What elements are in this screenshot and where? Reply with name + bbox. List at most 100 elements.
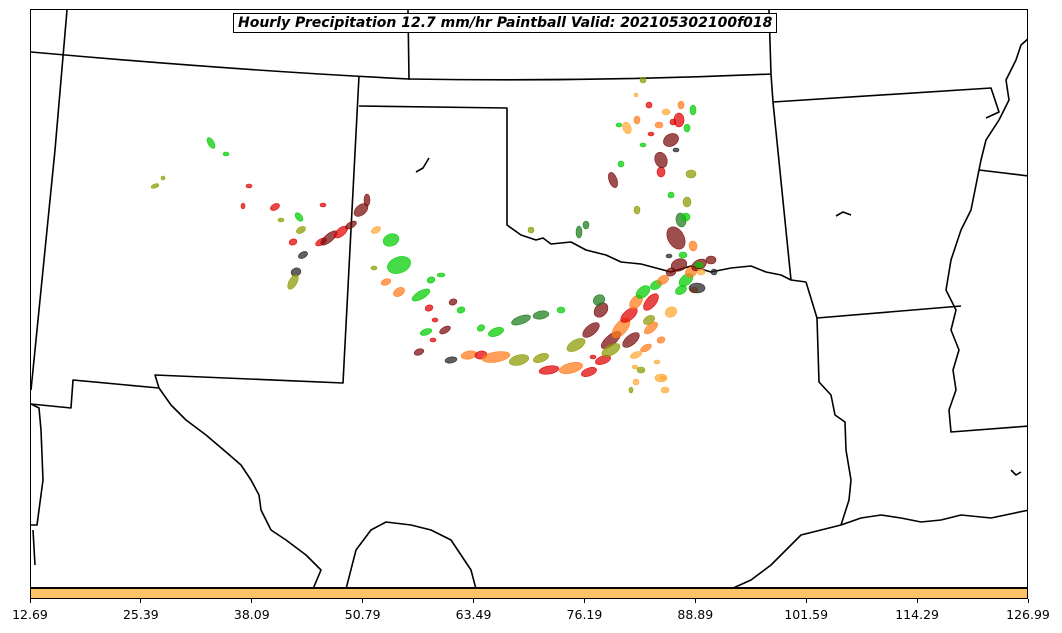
precip-blob bbox=[206, 137, 216, 149]
precip-blob bbox=[639, 76, 647, 84]
colorbar-tick bbox=[251, 599, 253, 603]
map-panel bbox=[30, 9, 1028, 588]
precip-blob bbox=[413, 348, 425, 356]
precip-blob bbox=[672, 147, 680, 153]
precip-blob bbox=[660, 386, 670, 394]
precip-blob bbox=[685, 169, 697, 179]
map-title: Hourly Precipitation 12.7 mm/hr Paintbal… bbox=[233, 13, 778, 33]
precip-blob bbox=[633, 115, 641, 125]
precip-blob bbox=[633, 92, 639, 98]
precip-blob bbox=[382, 233, 400, 247]
colorbar-tick-label: 126.99 bbox=[1006, 607, 1050, 622]
border-ok-ar bbox=[770, 73, 792, 281]
precip-blob bbox=[629, 351, 643, 359]
colorbar-tick-label: 38.09 bbox=[233, 607, 270, 622]
colorbar-tick-label: 12.69 bbox=[12, 607, 48, 622]
border-north-east bbox=[407, 10, 772, 81]
precip-blob bbox=[319, 202, 327, 208]
precip-blob bbox=[653, 359, 661, 365]
precip-blob bbox=[448, 298, 458, 306]
precip-blob bbox=[439, 325, 451, 335]
precip-blob bbox=[556, 306, 566, 314]
colorbar-tick-label: 76.19 bbox=[566, 607, 603, 622]
lake-feature-2 bbox=[835, 211, 852, 217]
colorbar-tick-label: 25.39 bbox=[122, 607, 159, 622]
precip-blob bbox=[643, 293, 659, 311]
precip-blob bbox=[656, 336, 666, 344]
colorbar-tick bbox=[694, 599, 696, 603]
precip-blob bbox=[617, 160, 625, 168]
precip-blob bbox=[677, 100, 685, 110]
precip-blob bbox=[527, 226, 535, 234]
precip-blob bbox=[488, 327, 504, 337]
precip-blob bbox=[620, 307, 638, 323]
precip-blob bbox=[424, 304, 434, 312]
precip-blob bbox=[633, 205, 641, 215]
precip-blob bbox=[608, 172, 618, 188]
precip-blob bbox=[393, 287, 405, 297]
precip-blob bbox=[476, 324, 486, 332]
precip-blob bbox=[363, 193, 371, 207]
border-ks-mo-east bbox=[772, 87, 1000, 119]
precip-blob bbox=[631, 364, 639, 370]
precip-blob bbox=[681, 212, 691, 222]
precip-blob bbox=[683, 123, 691, 133]
precip-blob bbox=[665, 267, 677, 277]
precip-blob bbox=[593, 302, 609, 318]
precip-blob bbox=[370, 265, 378, 271]
colorbar-tick bbox=[805, 599, 807, 603]
precip-blob bbox=[656, 166, 666, 178]
colorbar-tick-label: 63.49 bbox=[455, 607, 492, 622]
precip-blob bbox=[589, 354, 597, 360]
border-rio-grande bbox=[158, 387, 322, 587]
state-borders bbox=[31, 10, 1027, 587]
precip-blob bbox=[689, 104, 697, 116]
precip-blob bbox=[240, 202, 246, 210]
precip-blob bbox=[688, 240, 698, 252]
precip-blob bbox=[481, 351, 511, 363]
precip-blob bbox=[277, 217, 285, 223]
colorbar-tick bbox=[140, 599, 142, 603]
precip-blob bbox=[508, 354, 530, 366]
colorbar-tick-label: 88.89 bbox=[677, 607, 714, 622]
precip-blob bbox=[705, 255, 717, 265]
precip-blob bbox=[431, 317, 439, 323]
precip-blob bbox=[628, 386, 634, 394]
precip-blob bbox=[160, 175, 166, 181]
precip-blob bbox=[601, 343, 621, 357]
colorbar-tick bbox=[1027, 599, 1029, 603]
colorbar-tick bbox=[916, 599, 918, 603]
precip-blob bbox=[632, 378, 640, 386]
precip-blob bbox=[645, 101, 653, 109]
precip-blob bbox=[710, 268, 718, 276]
precip-blob bbox=[582, 220, 590, 230]
lake-feature-1 bbox=[415, 157, 430, 173]
border-mexico-west bbox=[31, 403, 44, 526]
precip-blob bbox=[380, 278, 392, 286]
precip-blob bbox=[511, 314, 531, 326]
colorbar-tick bbox=[583, 599, 585, 603]
border-lake-edge bbox=[32, 529, 36, 566]
precip-blob bbox=[294, 212, 304, 222]
border-mississippi-river bbox=[945, 38, 1027, 433]
precip-blob bbox=[615, 122, 623, 128]
precip-blob bbox=[296, 226, 306, 234]
precip-blob bbox=[669, 118, 677, 126]
precip-blob bbox=[371, 226, 381, 234]
colorbar bbox=[30, 588, 1028, 599]
precip-blob bbox=[298, 251, 308, 259]
precip-blob bbox=[419, 328, 433, 336]
colorbar-tick bbox=[362, 599, 364, 603]
precip-blob bbox=[644, 321, 658, 335]
precip-blob bbox=[694, 261, 704, 269]
border-mexico-interior bbox=[345, 521, 477, 587]
border-nm-tx bbox=[31, 75, 360, 409]
precip-blob bbox=[675, 285, 687, 295]
precip-blob bbox=[288, 238, 298, 246]
precip-blob bbox=[270, 203, 280, 211]
precip-blob bbox=[287, 274, 299, 290]
lake-feature-3 bbox=[1010, 469, 1022, 476]
precip-blob bbox=[639, 142, 647, 148]
precip-blob bbox=[666, 226, 686, 250]
colorbar-tick-label: 101.59 bbox=[784, 607, 829, 622]
